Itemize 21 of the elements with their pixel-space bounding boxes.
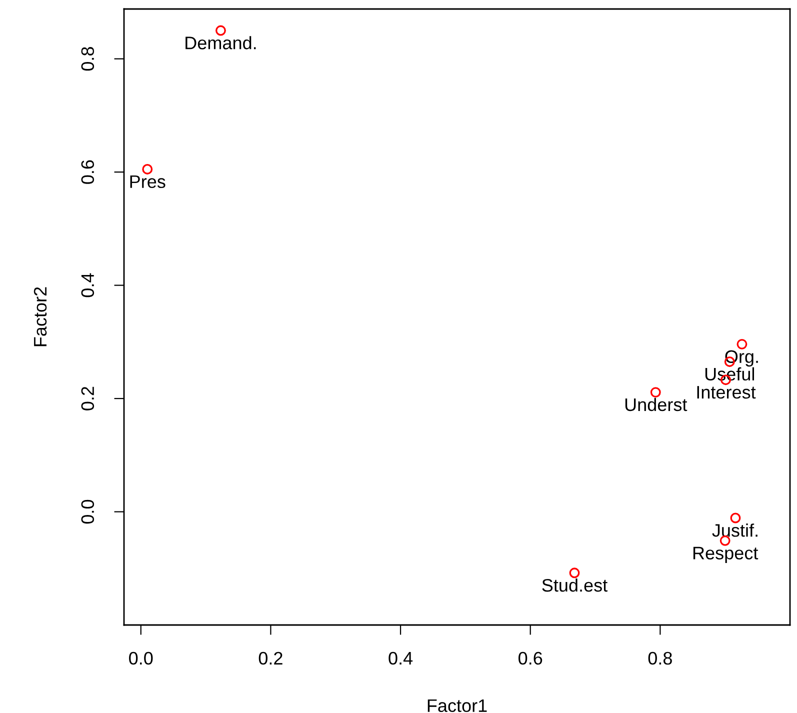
annotation: Respect xyxy=(693,546,758,564)
x-tick-label: 0.4 xyxy=(388,652,413,665)
y-tick-label: 0.0 xyxy=(81,500,94,524)
annotation: Underst xyxy=(625,398,688,412)
annotation: Demand. xyxy=(186,36,256,50)
annotation: Org. xyxy=(725,350,758,367)
annotation: Stud.est xyxy=(542,578,608,592)
y-tick-label: 0.4 xyxy=(81,273,94,298)
x-tick-label: 0.0 xyxy=(129,652,153,665)
annotation: Pres xyxy=(130,175,166,188)
x-axis-title: Factor1 xyxy=(428,699,487,712)
annotation: Justif. xyxy=(712,524,758,537)
annotation: Useful xyxy=(705,367,754,381)
y-tick-label: 0.8 xyxy=(81,47,94,71)
x-tick-label: 0.8 xyxy=(648,652,672,665)
y-tick-label: 0.2 xyxy=(81,386,94,410)
annotation: Interest xyxy=(697,386,756,399)
y-tick-label: 0.6 xyxy=(81,160,94,184)
x-tick-label: 0.2 xyxy=(258,652,282,665)
x-tick-label: 0.6 xyxy=(518,652,542,665)
y-axis-title: Factor2 xyxy=(34,287,47,346)
